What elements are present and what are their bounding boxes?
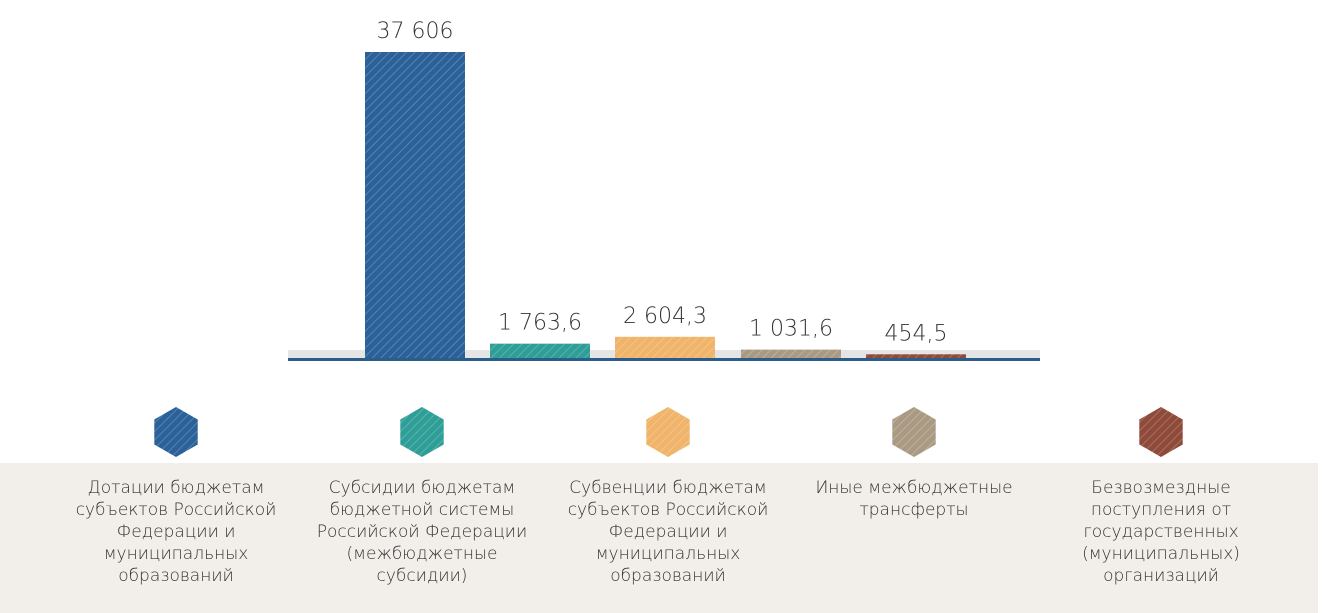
- legend-label: Безвозмездные поступления от государстве…: [1082, 478, 1240, 586]
- bar-hatch: [741, 349, 841, 358]
- bar-hatch: [615, 336, 715, 358]
- value-label: 37 606: [377, 19, 454, 44]
- value-label: 2 604,3: [623, 304, 707, 329]
- legend-label: Субсидии бюджетам бюджетной системы Росс…: [316, 478, 528, 586]
- legend-label: Иные межбюджетные трансферты: [815, 478, 1013, 520]
- bar-hatch: [866, 354, 966, 358]
- legend-label: Субвенции бюджетам субъектов Российской …: [567, 478, 769, 586]
- legend-hexagon-hatch: [892, 407, 936, 457]
- legend-panel: [0, 463, 1318, 613]
- value-label: 454,5: [885, 321, 948, 346]
- value-label: 1 763,6: [498, 311, 582, 336]
- legend-hexagon-hatch: [646, 407, 690, 457]
- bar-hatch: [490, 343, 590, 358]
- legend-label: Дотации бюджетам субъектов Российской Фе…: [75, 478, 277, 586]
- bar-hatch: [365, 52, 465, 358]
- legend-hexagon-hatch: [400, 407, 444, 457]
- legend-hexagon-hatch: [154, 407, 198, 457]
- value-label: 1 031,6: [749, 317, 833, 342]
- baseline: [288, 358, 1040, 361]
- legend-hexagon-hatch: [1139, 407, 1183, 457]
